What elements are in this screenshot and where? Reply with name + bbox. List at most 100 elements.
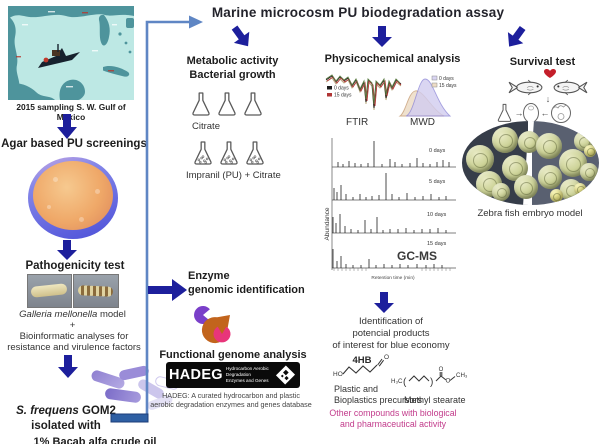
strain-name: S. frequens GOM2 bbox=[0, 405, 132, 417]
products-line1: Identification of bbox=[359, 316, 423, 327]
zebrafish-mating-icon: ↓ bbox=[508, 68, 588, 104]
arrow-down-to-products bbox=[374, 292, 394, 313]
citrate-flasks bbox=[192, 92, 262, 116]
arrow-right-to-enzyme bbox=[148, 279, 187, 301]
small-down-arrow-icon: ↓ bbox=[546, 94, 551, 104]
agar-plate-photo bbox=[28, 157, 118, 239]
heart-icon bbox=[544, 68, 556, 78]
stearate-h3c-atom: H₃C bbox=[391, 378, 403, 385]
4hb-o-atom: O bbox=[384, 354, 389, 361]
zebrafish-embryo bbox=[518, 131, 540, 153]
galleria-caption-rest: model bbox=[97, 309, 126, 320]
arrow-down-to-strain bbox=[58, 355, 78, 378]
mwd-label: MWD bbox=[410, 117, 435, 128]
zebrafish-embryo bbox=[492, 127, 518, 153]
workflow-connector bbox=[110, 15, 203, 423]
gcms-label: GC-MS bbox=[397, 249, 437, 263]
strain-code: GOM2 bbox=[78, 405, 116, 417]
arrow-to-survival bbox=[507, 25, 526, 47]
zebrafish-embryo bbox=[514, 175, 538, 199]
functional-genome-heading: Functional genome analysis bbox=[159, 349, 307, 361]
other-compounds-line1: Other compounds with biological bbox=[329, 408, 457, 418]
hadeg-sub-line1: Hydrocarbon Aerobic Degradation bbox=[225, 366, 269, 378]
embryo-core-detail bbox=[557, 113, 565, 120]
4hb-chain bbox=[342, 364, 378, 375]
ftir-label: FTIR bbox=[346, 117, 369, 128]
zebrafish-embryo bbox=[536, 133, 562, 159]
bioinformatic-line1: Bioinformatic analyses for bbox=[19, 331, 129, 342]
arrow-to-metabolic bbox=[231, 25, 250, 47]
metabolic-heading-line2: Bacterial growth bbox=[189, 69, 276, 81]
connector-line bbox=[145, 20, 189, 418]
galleria-caption: Galleria mellonella model bbox=[0, 309, 145, 320]
left-arrow-icon: ← bbox=[541, 108, 550, 118]
larva-photo-infected bbox=[73, 274, 119, 308]
stearate-bracket-left: ( bbox=[403, 377, 407, 388]
arrow-down-to-agar bbox=[57, 114, 77, 139]
ftir-legend-swatch-0 bbox=[327, 86, 332, 90]
stearate-o-ester: O bbox=[446, 379, 451, 385]
zebrafish-caption: Zebra fish embryo model bbox=[477, 208, 583, 219]
zebrafish-embryo bbox=[502, 155, 528, 181]
galleria-species-name: Galleria mellonella bbox=[19, 309, 98, 320]
methyl-stearate-structure: H₃C ( ) O O CH₃ bbox=[391, 367, 468, 388]
methyl-stearate-label: Methyl stearate bbox=[404, 395, 466, 405]
ftir-legend-label-1: 15 days bbox=[334, 93, 352, 99]
gulf-of-mexico-map bbox=[8, 6, 134, 100]
stearate-bond bbox=[440, 375, 447, 381]
zebrafish-embryo-photo bbox=[462, 121, 599, 205]
pathogenicity-heading: Pathogenicity test bbox=[25, 260, 125, 272]
4hb-structure: 4HB HO O bbox=[333, 354, 389, 378]
embryo-assay-icons: → ← bbox=[497, 103, 571, 123]
impranil-flasks bbox=[194, 141, 264, 165]
flask-icon bbox=[497, 103, 512, 122]
plastic-precursors-line2: Bioplastics precursors bbox=[334, 395, 423, 405]
larva-shape bbox=[30, 283, 68, 298]
zebrafish-embryo bbox=[584, 145, 596, 157]
ftir-spectra-lines bbox=[325, 74, 402, 111]
map-label-specks bbox=[16, 11, 117, 88]
enzyme-icon-pink bbox=[213, 326, 231, 343]
4hb-ho-atom: HO bbox=[333, 371, 343, 378]
survival-heading: Survival test bbox=[509, 56, 576, 68]
ftir-legend: 0 days 15 days bbox=[327, 86, 352, 99]
ship-icon bbox=[38, 44, 80, 68]
gcms-panel-label-3: 15 days bbox=[427, 241, 447, 247]
gcms-traces bbox=[332, 141, 456, 271]
page-title: Marine microcosm PU biodegradation assay bbox=[211, 5, 505, 20]
hadeg-logo-subtitle: Hydrocarbon Aerobic Degradation Enzymes … bbox=[226, 366, 276, 384]
map-land bbox=[8, 6, 134, 100]
enzyme-heading-line2: genomic identification bbox=[188, 284, 305, 296]
gcms-xlabel: Retention time (min) bbox=[371, 275, 415, 281]
zebrafish-embryo bbox=[574, 183, 586, 195]
mwd-legend: 0 days 15 days bbox=[431, 75, 457, 89]
products-line2: potencial products bbox=[352, 328, 430, 339]
gcms-panel-label-0: 0 days bbox=[429, 148, 445, 154]
stearate-o-carbonyl: O bbox=[439, 367, 444, 373]
enzyme-icon-purple bbox=[194, 306, 210, 324]
larva-photo-healthy bbox=[27, 274, 72, 308]
mwd-legend-swatch-1 bbox=[431, 82, 438, 88]
embryo-field bbox=[462, 121, 599, 205]
strain-crude-oil-line: 1% Bacab alfa crude oil bbox=[33, 436, 157, 444]
arrow-down-to-pathogenicity bbox=[57, 240, 77, 260]
ftir-legend-swatch-1 bbox=[327, 93, 332, 97]
mwd-legend-label-1: 15 days bbox=[439, 83, 457, 89]
connector-end-bar bbox=[110, 413, 149, 423]
agar-surface bbox=[33, 161, 113, 230]
plastic-precursors-line1: Plastic and bbox=[334, 384, 379, 394]
zebrafish-embryo bbox=[466, 145, 494, 173]
gcms-chromatograms: 0 days 5 days 10 days 15 days GC-MS Abun… bbox=[324, 138, 456, 281]
embryo-scallop-detail bbox=[551, 104, 570, 111]
arrow-to-physico bbox=[372, 26, 392, 47]
stearate-ch3-atom: CH₃ bbox=[456, 372, 468, 379]
citrate-label: Citrate bbox=[192, 121, 220, 132]
connector-arrowhead bbox=[189, 15, 203, 29]
plus-sign: + bbox=[69, 320, 76, 331]
4hb-double-bond bbox=[377, 358, 383, 366]
strain-isolated-line: isolated with bbox=[31, 420, 101, 432]
zebrafish-embryo bbox=[550, 189, 563, 202]
agar-screening-heading: Agar based PU screenings bbox=[1, 138, 147, 150]
enzyme-pacman-icons bbox=[194, 306, 231, 344]
